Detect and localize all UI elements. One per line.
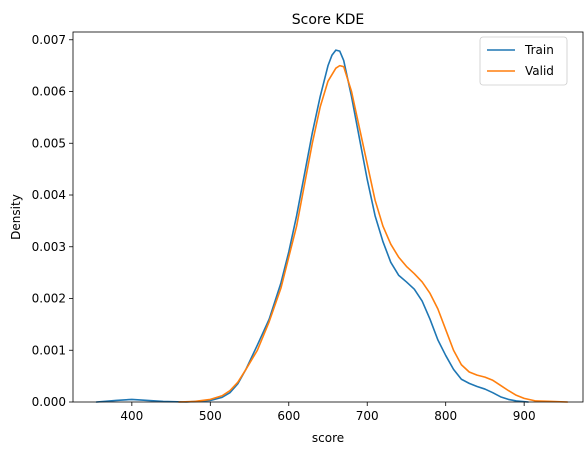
y-tick-label: 0.004 <box>32 188 66 202</box>
x-axis-label: score <box>312 431 344 445</box>
legend-box <box>479 36 568 86</box>
plot-area <box>72 31 584 403</box>
series-line-valid <box>178 64 569 403</box>
x-tick-label: 600 <box>277 409 300 423</box>
legend: Train Valid <box>479 36 568 86</box>
y-tick-label: 0.001 <box>32 343 66 357</box>
y-tick-label: 0.003 <box>32 240 66 254</box>
plot-frame <box>72 31 584 403</box>
chart-title: Score KDE <box>292 12 364 28</box>
x-tick-label: 500 <box>199 409 222 423</box>
y-axis-label: Density <box>9 194 23 240</box>
series-line-train <box>95 49 529 403</box>
y-tick-label: 0.006 <box>32 85 66 99</box>
axis-ticks: 400 500 600 700 800 900 0.000 0.001 0.002 0.003 0.… <box>32 33 536 423</box>
y-tick-label: 0.002 <box>32 292 66 306</box>
x-tick-label: 800 <box>434 409 457 423</box>
y-tick-label: 0.007 <box>32 33 66 47</box>
y-tick-label: 0.005 <box>32 136 66 150</box>
x-tick-label: 400 <box>120 409 143 423</box>
x-tick-label: 900 <box>513 409 536 423</box>
legend-label-valid: Valid <box>525 64 554 78</box>
x-tick-label: 700 <box>356 409 379 423</box>
legend-label-train: Train <box>524 43 554 57</box>
y-tick-label: 0.000 <box>32 395 66 409</box>
